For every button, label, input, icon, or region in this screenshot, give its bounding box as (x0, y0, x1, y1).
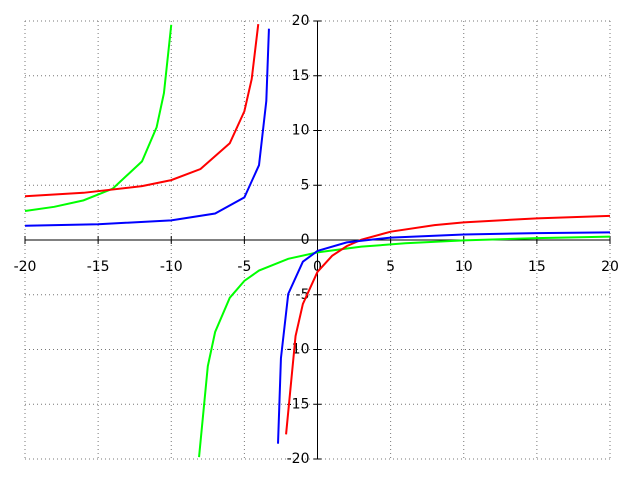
y-tick-label: 10 (292, 123, 310, 139)
y-tick-label: -10 (287, 342, 310, 358)
x-tick-label: -10 (160, 259, 183, 275)
x-tick-label: -5 (237, 259, 251, 275)
y-tick-label: -15 (287, 396, 310, 412)
curve (24, 23, 611, 435)
x-tick-label: 10 (455, 259, 473, 275)
y-tick-label: 20 (292, 13, 310, 29)
x-tick-label: 20 (601, 259, 619, 275)
curve (24, 24, 611, 458)
x-tick-label: 0 (313, 259, 322, 275)
curve (24, 28, 611, 444)
x-tick-label: -20 (14, 259, 37, 275)
y-tick-label: -20 (287, 451, 310, 467)
x-tick-label: -15 (87, 259, 110, 275)
y-tick-label: 0 (301, 232, 310, 248)
y-tick-label: 5 (301, 177, 310, 193)
x-tick-label: 5 (386, 259, 395, 275)
x-tick-label: 15 (528, 259, 546, 275)
y-tick-label: 15 (292, 68, 310, 84)
